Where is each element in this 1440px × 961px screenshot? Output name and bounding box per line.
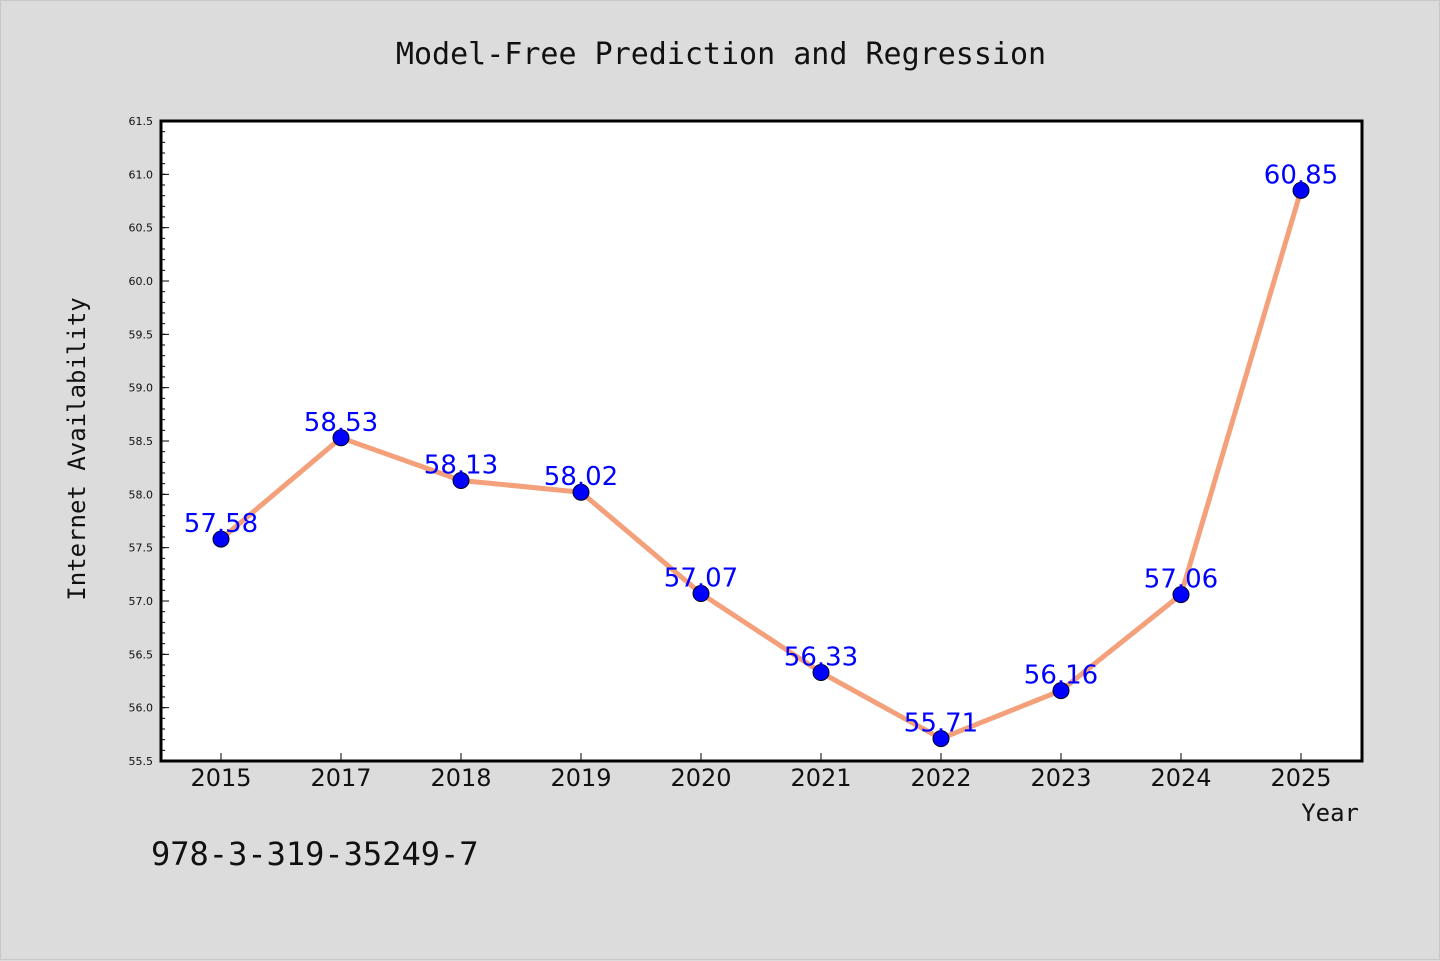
y-axis-label: Internet Availability bbox=[63, 297, 91, 600]
y-tick-label: 57.5 bbox=[129, 542, 154, 555]
data-label: 58.02 bbox=[544, 462, 618, 492]
x-tick-label: 2018 bbox=[430, 764, 491, 792]
data-label: 58.13 bbox=[424, 450, 498, 480]
data-point bbox=[1292, 181, 1310, 199]
y-axis: 55.5 56.0 56.5 57.0 57.5 58.0 58.5 59.0 59.5 60.0… bbox=[129, 115, 169, 768]
data-point bbox=[692, 585, 710, 603]
x-tick-label: 2021 bbox=[790, 764, 851, 792]
data-label: 57.58 bbox=[184, 509, 258, 539]
data-label: 60.85 bbox=[1264, 160, 1338, 190]
data-series bbox=[212, 181, 1310, 748]
data-point bbox=[452, 471, 470, 489]
data-label: 56.33 bbox=[784, 642, 858, 672]
y-tick-label: 59.5 bbox=[129, 328, 154, 341]
data-label: 55.71 bbox=[904, 709, 978, 739]
data-point bbox=[1052, 682, 1070, 700]
plot-border bbox=[159, 119, 1364, 763]
y-tick-label: 60.5 bbox=[129, 222, 154, 235]
y-tick-label: 60.0 bbox=[129, 275, 154, 288]
y-tick-label: 58.5 bbox=[129, 435, 154, 448]
x-tick-label: 2015 bbox=[190, 764, 251, 792]
plot-area bbox=[161, 121, 1362, 761]
data-point bbox=[332, 429, 350, 447]
data-point bbox=[932, 730, 950, 748]
x-tick-label: 2020 bbox=[670, 764, 731, 792]
y-tick-label: 57.0 bbox=[129, 595, 154, 608]
x-tick-label: 2022 bbox=[910, 764, 971, 792]
x-tick-label: 2023 bbox=[1030, 764, 1091, 792]
y-tick-label: 56.0 bbox=[129, 702, 154, 715]
x-tick-label: 2024 bbox=[1150, 764, 1211, 792]
data-label: 56.16 bbox=[1024, 661, 1098, 691]
data-point bbox=[1172, 586, 1190, 604]
data-labels: 57.58 58.53 58.13 58.02 57.07 56.33 55.71 56.16… bbox=[184, 160, 1338, 738]
y-tick-label: 61.5 bbox=[129, 115, 154, 128]
x-tick-label: 2017 bbox=[310, 764, 371, 792]
isbn-text: 978-3-319-35249-7 bbox=[151, 835, 479, 873]
y-tick-label: 55.5 bbox=[129, 755, 154, 768]
y-tick-label: 61.0 bbox=[129, 168, 154, 181]
y-tick-label: 56.5 bbox=[129, 648, 154, 661]
data-point bbox=[572, 483, 590, 501]
x-axis-label: Year bbox=[1301, 799, 1359, 827]
y-tick-label: 59.0 bbox=[129, 382, 154, 395]
y-tick-label: 58.0 bbox=[129, 488, 154, 501]
data-point bbox=[212, 530, 230, 548]
x-tick-label: 2019 bbox=[550, 764, 611, 792]
x-axis: 2015 2017 2018 2019 2020 2021 2022 2023 2024 2025 bbox=[190, 753, 1332, 792]
x-tick-label: 2025 bbox=[1270, 764, 1331, 792]
data-label: 57.07 bbox=[664, 564, 738, 594]
data-point bbox=[812, 663, 830, 681]
data-label: 58.53 bbox=[304, 408, 378, 438]
chart-title: Model-Free Prediction and Regression bbox=[396, 37, 1046, 72]
data-label: 57.06 bbox=[1144, 565, 1218, 595]
series-line bbox=[218, 187, 1304, 742]
